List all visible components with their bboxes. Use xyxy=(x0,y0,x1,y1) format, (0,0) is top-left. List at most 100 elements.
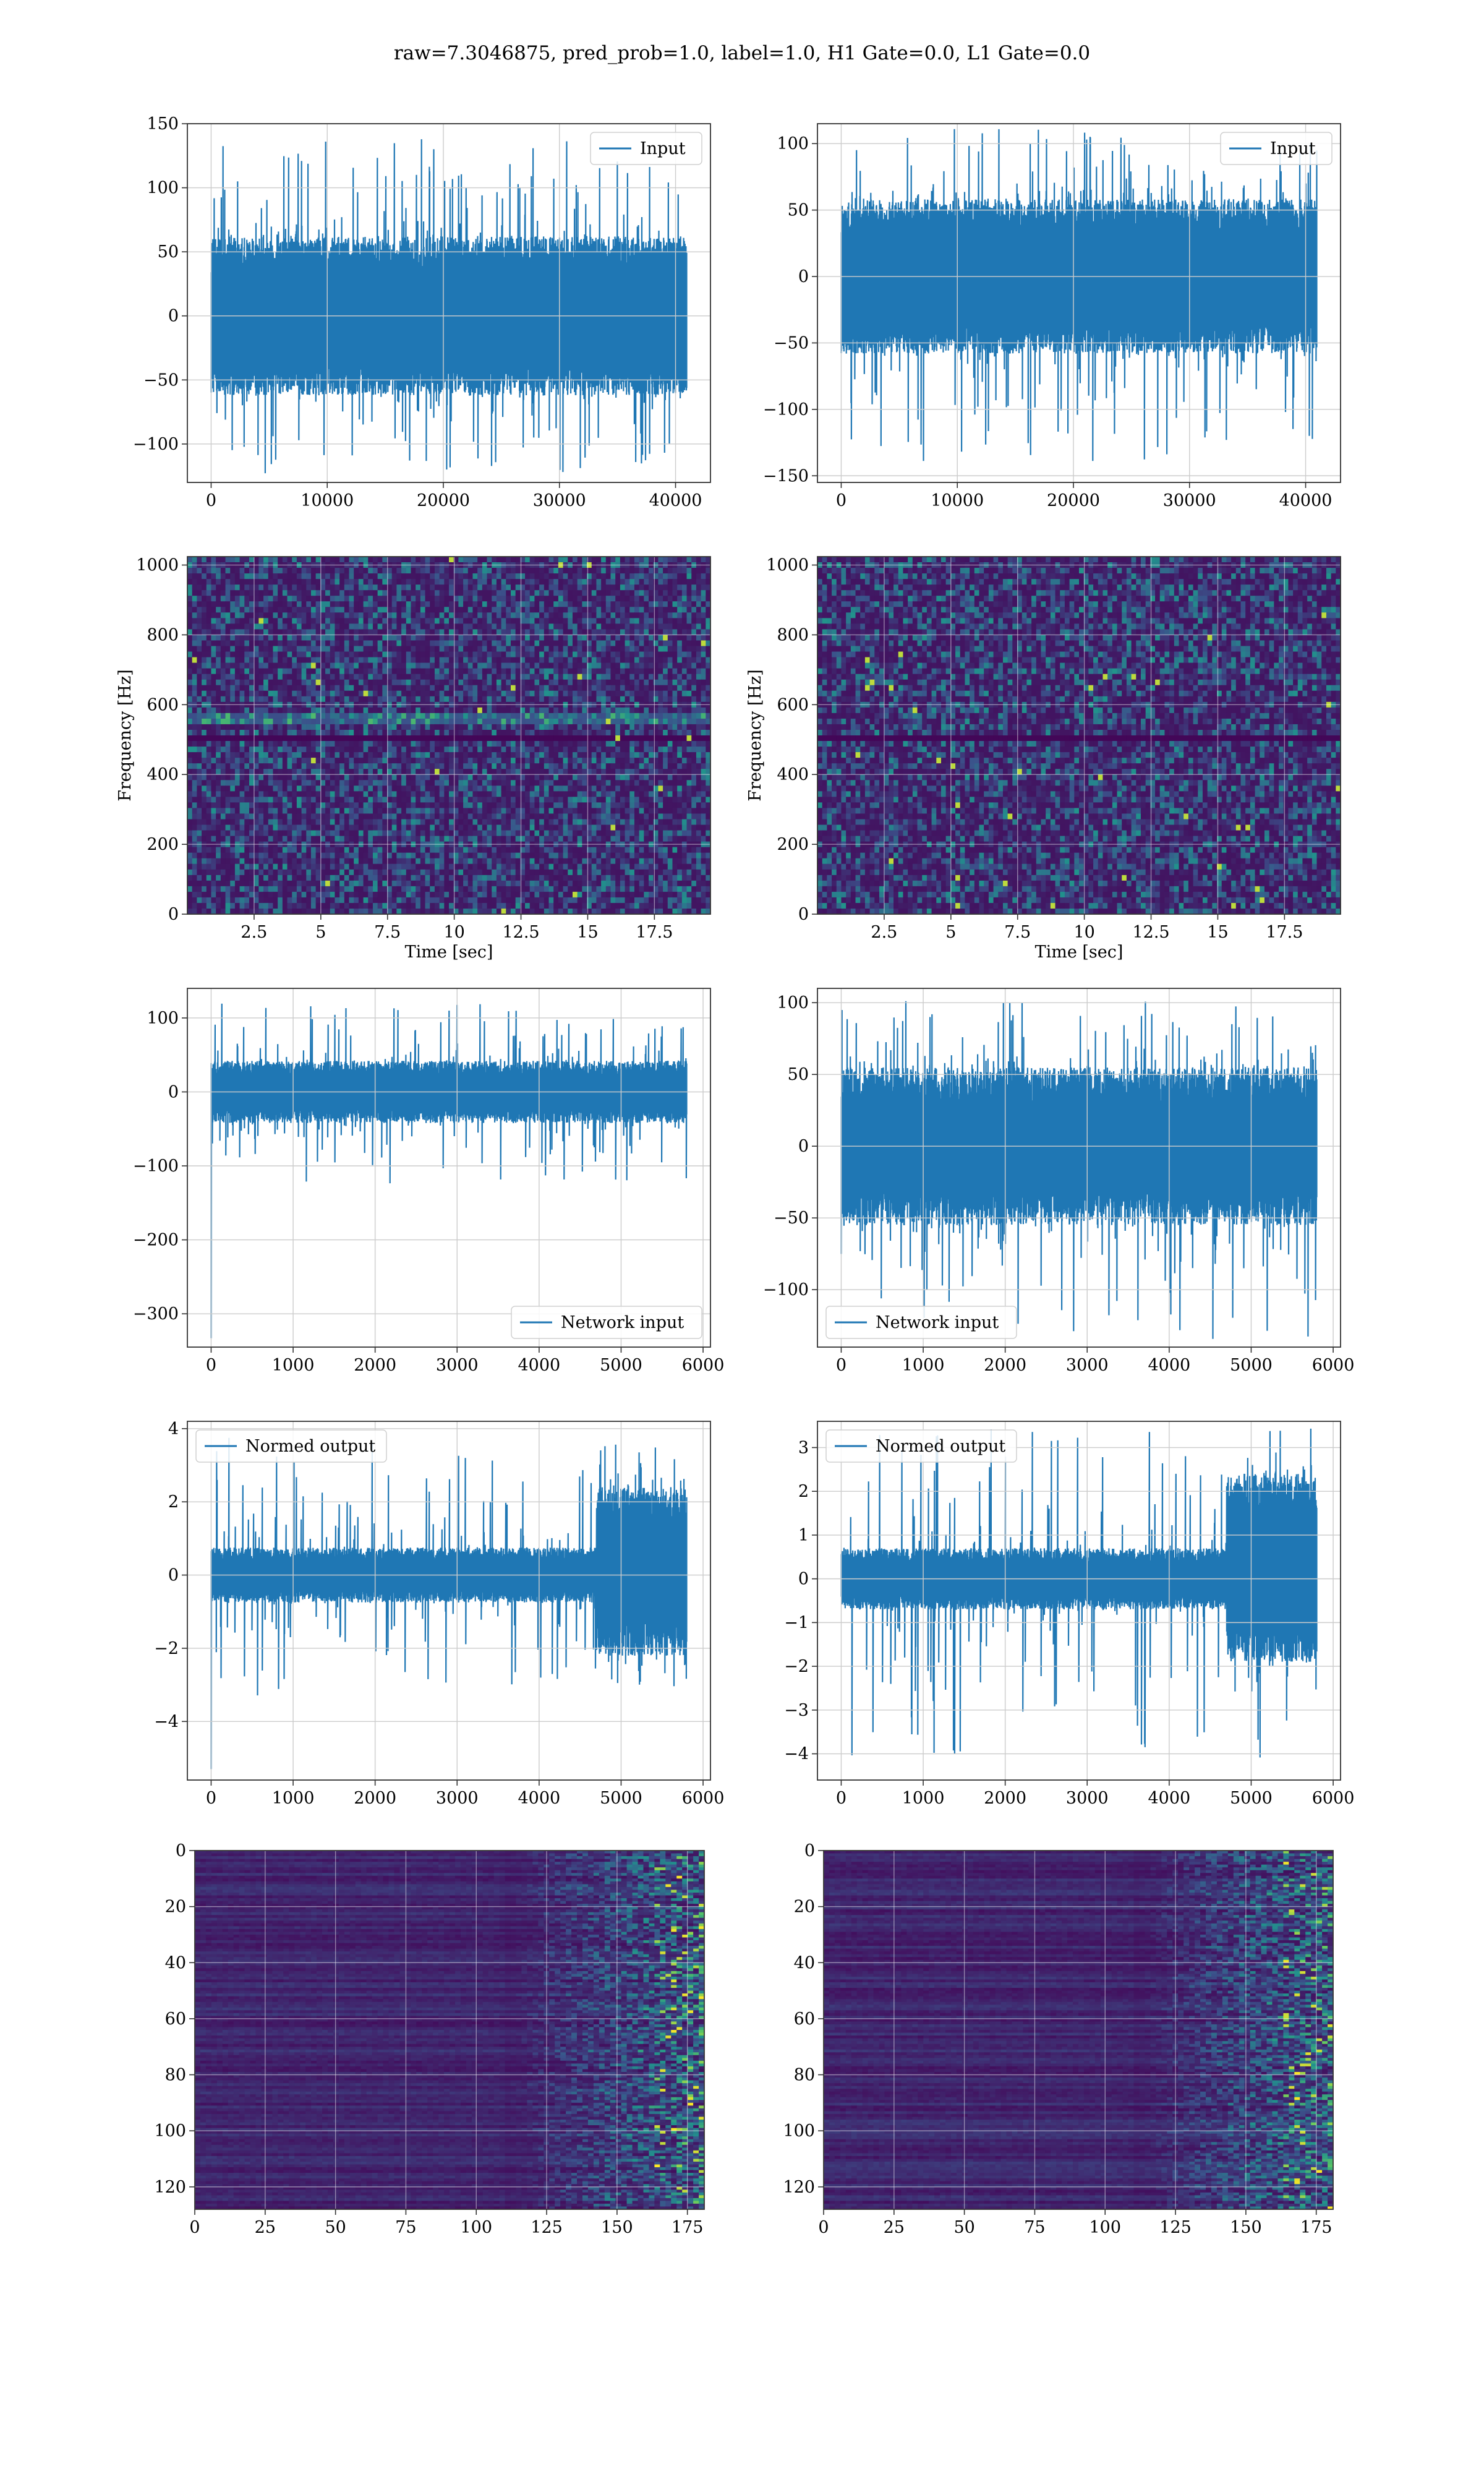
x-tick-label: 30000 xyxy=(533,491,586,510)
x-tick-label: 7.5 xyxy=(1004,923,1031,942)
x-tick-label: 10 xyxy=(443,923,464,942)
y-tick-label: 80 xyxy=(794,2066,815,2085)
y-tick-label: −100 xyxy=(763,400,809,419)
x-tick-label: 2.5 xyxy=(871,923,897,942)
x-tick-label: 175 xyxy=(1300,2218,1333,2237)
x-tick-label: 12.5 xyxy=(1132,923,1169,942)
x-tick-label: 40000 xyxy=(1279,491,1333,510)
y-tick-label: −1 xyxy=(784,1613,809,1632)
y-tick-label: −3 xyxy=(784,1701,809,1720)
chart-net-l1: 0 1000 2000 3000 4000 5000 6000 −100 −50 0 50 100 Ne… xyxy=(763,988,1355,1375)
y-tick-label: 20 xyxy=(794,1898,815,1917)
x-tick-label: 4000 xyxy=(1148,1789,1191,1808)
x-tick-label: 7.5 xyxy=(374,923,401,942)
x-tick-label: 3000 xyxy=(1066,1356,1109,1375)
x-tick-label: 4000 xyxy=(518,1356,561,1375)
plot-area xyxy=(817,557,1341,914)
x-tick-label: 3000 xyxy=(1066,1789,1109,1808)
series-line xyxy=(840,1428,1318,1758)
x-tick-label: 0 xyxy=(836,1356,846,1375)
figure-title: raw=7.3046875, pred_prob=1.0, label=1.0,… xyxy=(0,42,1484,64)
y-tick-label: 0 xyxy=(798,1570,809,1589)
plot-area xyxy=(817,1421,1341,1780)
x-tick-label: 0 xyxy=(818,2218,829,2237)
x-tick-label: 1000 xyxy=(272,1356,315,1375)
y-tick-label: 2 xyxy=(168,1492,179,1512)
x-tick-label: 150 xyxy=(1230,2218,1262,2237)
y-tick-label: 0 xyxy=(168,1566,179,1585)
chart-norm-l1: 0 1000 2000 3000 4000 5000 6000 −4 −3 −2 −1 0 1 2 3 Nor… xyxy=(784,1421,1354,1808)
plot-area xyxy=(824,1851,1333,2209)
x-tick-label: 50 xyxy=(953,2218,974,2237)
y-tick-label: 1000 xyxy=(766,556,809,575)
legend-label: Normed output xyxy=(245,1437,375,1456)
x-tick-label: 6000 xyxy=(682,1356,725,1375)
y-tick-label: 100 xyxy=(783,2121,815,2141)
y-tick-label: −2 xyxy=(154,1639,179,1658)
x-tick-label: 5000 xyxy=(1230,1789,1273,1808)
x-tick-label: 17.5 xyxy=(1266,923,1303,942)
chart-norm-h1: 0 1000 2000 3000 4000 5000 6000 −4 −2 0 2 4 Normed o… xyxy=(154,1419,724,1808)
y-tick-label: −50 xyxy=(143,370,179,390)
x-tick-label: 6000 xyxy=(1312,1356,1355,1375)
y-tick-label: 40 xyxy=(165,1953,186,1972)
x-tick-label: 2000 xyxy=(984,1356,1026,1375)
axes-frame xyxy=(823,1850,1334,2210)
x-tick-label: 4000 xyxy=(518,1789,561,1808)
y-tick-label: −4 xyxy=(154,1712,179,1731)
y-tick-label: 4 xyxy=(168,1419,179,1439)
y-tick-label: 100 xyxy=(147,1009,179,1028)
y-tick-label: 0 xyxy=(798,905,809,924)
series-line xyxy=(840,1001,1318,1339)
axes-frame xyxy=(187,988,711,1348)
x-axis-label: Time [sec] xyxy=(405,943,493,962)
y-tick-label: 0 xyxy=(798,267,809,286)
x-tick-label: 3000 xyxy=(436,1356,479,1375)
chart-spec-l1: 2.5 5 7.5 10 12.5 15 17.5 0 200 400 600 800 1000 Time… xyxy=(746,556,1341,962)
y-tick-label: −2 xyxy=(784,1657,809,1676)
x-tick-label: 1000 xyxy=(902,1789,945,1808)
y-tick-label: −50 xyxy=(774,333,809,353)
legend-label: Input xyxy=(640,139,686,158)
axes-frame xyxy=(187,1421,711,1781)
x-tick-label: 0 xyxy=(206,491,216,510)
y-tick-label: 0 xyxy=(804,1841,815,1860)
x-tick-label: 30000 xyxy=(1163,491,1216,510)
plot-area xyxy=(817,988,1341,1347)
x-tick-label: 25 xyxy=(884,2218,905,2237)
y-tick-label: 800 xyxy=(147,625,179,644)
x-tick-label: 0 xyxy=(206,1789,216,1808)
y-tick-label: 200 xyxy=(777,835,809,854)
x-tick-label: 5000 xyxy=(600,1789,642,1808)
x-tick-label: 10000 xyxy=(301,491,354,510)
plot-area xyxy=(195,1851,704,2209)
x-tick-label: 25 xyxy=(255,2218,276,2237)
chart-feat-h1: 0 25 50 75 100 125 150 175 0 20 40 60 80 100 120 xyxy=(154,1841,705,2237)
x-tick-label: 5 xyxy=(315,923,326,942)
series-line xyxy=(840,129,1318,461)
y-tick-label: 50 xyxy=(788,201,809,220)
y-tick-label: 150 xyxy=(147,114,179,134)
y-tick-label: −100 xyxy=(133,435,179,454)
y-tick-label: 100 xyxy=(777,993,809,1012)
y-tick-label: 100 xyxy=(147,179,179,198)
chart-spec-h1: 2.5 5 7.5 10 12.5 15 17.5 0 200 400 600 800 1000 Time… xyxy=(116,556,711,962)
y-tick-label: 1000 xyxy=(136,556,179,575)
chart-input-h1: 0 10000 20000 30000 40000 −100 −50 0 50 100 150 Inp… xyxy=(133,114,711,510)
x-tick-label: 125 xyxy=(1159,2218,1192,2237)
y-axis-label: Frequency [Hz] xyxy=(746,669,765,801)
x-tick-label: 0 xyxy=(206,1356,216,1375)
x-tick-label: 4000 xyxy=(1148,1356,1191,1375)
y-tick-label: 60 xyxy=(794,2010,815,2029)
x-tick-label: 175 xyxy=(672,2218,704,2237)
y-tick-label: 0 xyxy=(168,905,179,924)
y-tick-label: 40 xyxy=(794,1953,815,1972)
x-tick-label: 2000 xyxy=(354,1789,396,1808)
y-tick-label: −50 xyxy=(774,1209,809,1228)
legend: Network input xyxy=(511,1306,702,1339)
plot-area xyxy=(187,124,710,482)
legend-label: Network input xyxy=(876,1313,999,1332)
y-tick-label: 80 xyxy=(165,2066,186,2085)
x-tick-label: 0 xyxy=(836,491,846,510)
